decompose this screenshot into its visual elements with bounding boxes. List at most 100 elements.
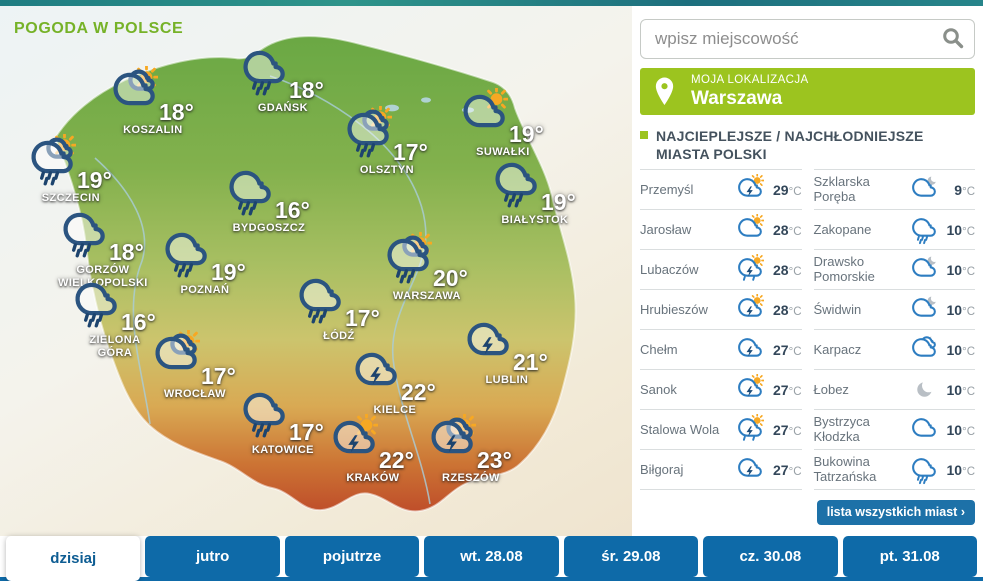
list-item[interactable]: Chełm 27°C (640, 329, 802, 369)
weather-icon (62, 206, 108, 264)
map-city[interactable]: 19° BIAŁYSTOK (494, 156, 576, 227)
weather-icon (30, 132, 78, 192)
weather-icon (466, 316, 512, 374)
ranking-city-name: Łobez (813, 381, 849, 397)
map-city[interactable]: 18° GORZÓW WIELKOPOLSKI (58, 206, 148, 290)
green-bullet-icon (640, 130, 648, 139)
ranking-header: NAJCIEPLEJSZE / NAJCHŁODNIEJSZE MIASTA P… (640, 127, 973, 163)
list-item[interactable]: Sanok 27°C (640, 369, 802, 409)
map-city[interactable]: 21° LUBLIN (466, 316, 548, 387)
city-temperature: 16° (121, 309, 156, 335)
city-temperature: 19° (541, 189, 576, 215)
list-item[interactable]: Stalowa Wola 27°C (640, 409, 802, 449)
search-input[interactable] (653, 28, 938, 50)
map-city[interactable]: 19° POZNAŃ (164, 226, 246, 297)
weather-icon (736, 334, 766, 365)
city-temperature: 17° (201, 363, 236, 389)
list-item[interactable]: Hrubieszów 28°C (640, 289, 802, 329)
map-city[interactable]: 17° WROCŁAW (154, 328, 236, 401)
weather-icon (494, 156, 540, 214)
day-tab-label: wt. 28.08 (460, 548, 523, 565)
weather-icon (228, 164, 274, 222)
city-temperature: 19° (509, 121, 544, 147)
my-location-label: MOJA LOKALIZACJA (691, 74, 809, 86)
day-tab[interactable]: wt. 28.08 (424, 536, 559, 577)
search-button[interactable] (938, 23, 968, 56)
day-tab-label: dzisiaj (50, 550, 97, 567)
map-city[interactable]: 17° OLSZTYN (346, 104, 428, 177)
my-location-banner[interactable]: MOJA LOKALIZACJA Warszawa (640, 68, 975, 115)
weather-icon (909, 174, 939, 205)
list-item[interactable]: Szklarska Poręba 9°C (813, 169, 975, 209)
map-city[interactable]: 22° KRAKÓW (332, 412, 414, 485)
map-city[interactable]: 16° BYDGOSZCZ (228, 164, 310, 235)
all-cities-link[interactable]: lista wszystkich miast › (816, 500, 975, 526)
weather-icon (112, 64, 160, 124)
day-tab[interactable]: pt. 31.08 (842, 536, 977, 577)
weather-icon (298, 272, 344, 330)
map-city[interactable]: 16° ZIELONA GÓRA (74, 276, 156, 360)
day-tab[interactable]: dzisiaj (6, 536, 141, 581)
weather-icon (430, 412, 478, 472)
map-city[interactable]: 18° KOSZALIN (112, 64, 194, 137)
list-item[interactable]: Biłgoraj 27°C (640, 449, 802, 491)
warmest-cities-column: Przemyśl 29°C Jarosław 28°C Lubaczów 28°… (640, 169, 802, 491)
city-name-line2: WIELKOPOLSKI (58, 277, 148, 290)
city-name: ZIELONA (89, 334, 141, 346)
city-temperature: 18° (159, 99, 194, 125)
poland-map-shape (53, 35, 577, 513)
map-city[interactable]: 18° GDAŃSK (242, 44, 324, 115)
city-name: OLSZTYN (359, 164, 414, 176)
ranking-city-name: Lubaczów (640, 261, 699, 277)
city-name: KATOWICE (251, 444, 314, 456)
city-name: LUBLIN (485, 374, 529, 386)
city-name: WROCŁAW (163, 388, 226, 400)
list-item[interactable]: Drawsko Pomorskie 10°C (813, 249, 975, 289)
ranking-city-name: Drawsko Pomorskie (813, 254, 875, 284)
weather-icon (242, 44, 288, 102)
list-item[interactable]: Lubaczów 28°C (640, 249, 802, 289)
list-item[interactable]: Łobez 10°C (813, 369, 975, 409)
day-tab[interactable]: cz. 30.08 (703, 536, 838, 577)
map-city[interactable]: 19° SZCZECIN (30, 132, 112, 205)
list-item[interactable]: Jarosław 28°C (640, 209, 802, 249)
list-item[interactable]: Bukowina Tatrzańska 10°C (813, 449, 975, 491)
list-item[interactable]: Karpacz 10°C (813, 329, 975, 369)
ranking-city-temp: 10°C (946, 381, 975, 398)
city-name: BYDGOSZCZ (232, 222, 306, 234)
map-city[interactable]: 23° RZESZÓW (430, 412, 512, 485)
weather-icon (462, 86, 510, 146)
list-item[interactable]: Świdwin 10°C (813, 289, 975, 329)
city-temperature: 22° (401, 379, 436, 405)
ranking-city-name: Hrubieszów (640, 301, 708, 317)
day-tab-label: śr. 29.08 (601, 548, 661, 565)
ranking-city-name: Bukowina Tatrzańska (813, 454, 877, 484)
day-tab[interactable]: jutro (145, 536, 280, 577)
day-tab[interactable]: pojutrze (284, 536, 420, 577)
day-tab-label: pt. 31.08 (879, 548, 940, 565)
map-city[interactable]: 20° WARSZAWA (386, 230, 468, 303)
ranking-city-name: Świdwin (813, 301, 862, 317)
map-city[interactable]: 17° ŁÓDŹ (298, 272, 380, 343)
city-name: SZCZECIN (41, 192, 100, 204)
weather-icon (332, 412, 380, 472)
city-temperature: 17° (393, 139, 428, 165)
day-tab-label: pojutrze (322, 548, 382, 565)
list-item[interactable]: Bystrzyca Kłodzka 10°C (813, 409, 975, 449)
weather-icon (736, 454, 766, 485)
city-name: RZESZÓW (441, 472, 500, 484)
city-temperature: 19° (77, 167, 112, 193)
map-city[interactable]: 19° SUWAŁKI (462, 86, 544, 159)
list-item[interactable]: Przemyśl 29°C (640, 169, 802, 209)
weather-icon (909, 374, 939, 405)
map-city[interactable]: 22° KIELCE (354, 346, 436, 417)
map-city[interactable]: 17° KATOWICE (242, 386, 324, 457)
city-name: KRAKÓW (346, 472, 400, 484)
weather-icon (909, 254, 939, 285)
weather-icon (909, 334, 939, 365)
list-item[interactable]: Zakopane 10°C (813, 209, 975, 249)
day-tab[interactable]: śr. 29.08 (563, 536, 699, 577)
city-temperature: 23° (477, 447, 512, 473)
weather-icon (386, 230, 434, 290)
ranking-city-temp: 10°C (946, 221, 975, 238)
